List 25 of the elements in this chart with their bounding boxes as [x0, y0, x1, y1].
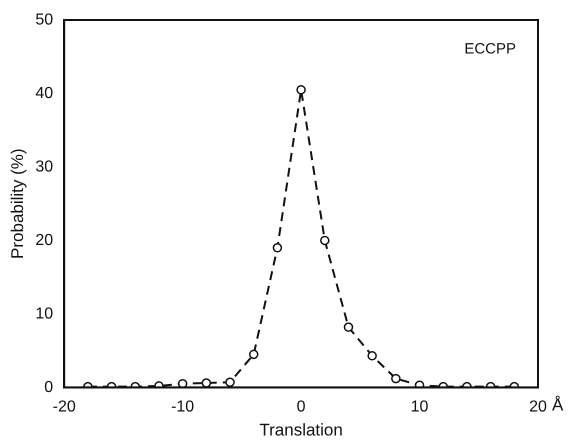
x-tick-label: 10 — [410, 398, 429, 416]
annotation: ECCPP — [464, 40, 516, 58]
point — [414, 380, 424, 388]
point — [178, 378, 188, 388]
point — [296, 85, 306, 95]
point — [202, 378, 212, 388]
y-tick-label: 30 — [35, 158, 54, 176]
x-tick-label: 0 — [296, 398, 306, 416]
x-tick-label: 20 — [529, 398, 547, 416]
text: Å — [552, 396, 564, 415]
x-tick-label: -10 — [171, 398, 194, 416]
point — [344, 322, 354, 332]
y-tick-label: 10 — [35, 305, 54, 322]
point — [248, 350, 258, 360]
point — [320, 236, 330, 246]
y-tick-label: 0 — [44, 378, 54, 396]
point — [391, 374, 401, 384]
y-tick-label: 40 — [35, 84, 54, 102]
y-tick-label: 50 — [35, 11, 54, 28]
x-axis-title: Translation — [259, 420, 343, 440]
x-tick-label: -20 — [52, 398, 76, 416]
y-axis-title: Probability (%) — [8, 148, 27, 259]
point — [367, 351, 377, 361]
y-tick-label: 20 — [35, 232, 54, 249]
point — [272, 243, 282, 253]
